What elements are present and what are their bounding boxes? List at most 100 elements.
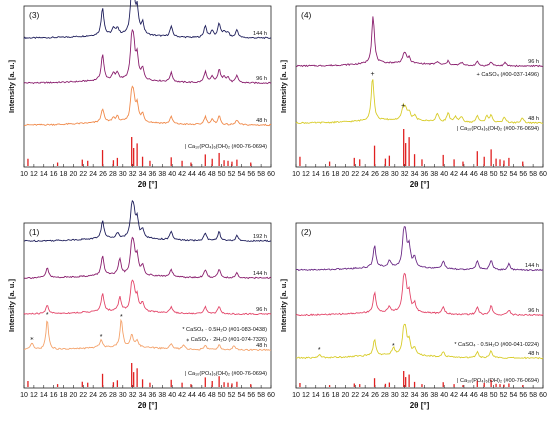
x-tick-label: 56 [247, 392, 255, 399]
series-label: 96 h [528, 308, 539, 314]
phase-legend-text: * CaSO₄ · 0.5H₂O (#00-041-0224) [454, 342, 539, 348]
x-tick-label: 40 [168, 171, 176, 178]
x-tick-label: 54 [237, 392, 245, 399]
x-tick-label: 44 [460, 171, 468, 178]
peak-marker: * [318, 347, 321, 354]
x-tick-label: 38 [430, 392, 438, 399]
series-label: 48 h [528, 351, 539, 357]
x-tick-label: 24 [89, 392, 97, 399]
series-label: 144 h [253, 271, 267, 277]
x-tick-label: 30 [119, 171, 127, 178]
phase-legend-text: ⁎ CaSO₄ · 2H₂O (#01-074-7326) [186, 337, 267, 343]
x-tick-label: 22 [351, 392, 359, 399]
series-line [24, 318, 272, 352]
x-tick-label: 44 [188, 171, 196, 178]
x-tick-label: 54 [509, 171, 517, 178]
x-tick-label: 42 [178, 392, 186, 399]
x-tick-label: 60 [539, 392, 547, 399]
x-tick-label: 58 [529, 171, 537, 178]
series-line [24, 199, 272, 243]
x-tick-label: 42 [450, 392, 458, 399]
x-tick-label: 32 [129, 392, 137, 399]
x-tick-label: 14 [40, 392, 48, 399]
x-tick-label: 58 [529, 392, 537, 399]
x-tick-label: 34 [139, 171, 147, 178]
y-axis-label: Intensity [a. u.] [7, 60, 16, 113]
y-axis-label: Intensity [a. u.] [279, 60, 288, 113]
series-label: 96 h [256, 76, 267, 82]
x-tick-label: 36 [421, 171, 429, 178]
series-label: 48 h [528, 116, 539, 122]
x-tick-label: 16 [322, 171, 330, 178]
x-tick-label: 60 [267, 392, 275, 399]
reference-label: | Ca₁₀(PO₄)₆(OH)₂ (#00-76-0694) [185, 144, 267, 150]
x-tick-label: 22 [79, 171, 87, 178]
x-tick-label: 30 [391, 171, 399, 178]
x-tick-label: 26 [371, 392, 379, 399]
x-tick-label: 10 [20, 171, 28, 178]
x-tick-label: 28 [381, 392, 389, 399]
x-tick-label: 36 [421, 392, 429, 399]
x-tick-label: 18 [60, 171, 68, 178]
reference-label: | Ca₁₀(PO₄)₆(OH)₂ (#00-76-0694) [185, 371, 267, 377]
x-tick-label: 58 [257, 392, 265, 399]
x-tick-label: 52 [500, 392, 508, 399]
x-tick-label: 54 [237, 171, 245, 178]
panel-label: (2) [301, 227, 312, 237]
panel-label: (4) [301, 10, 312, 20]
x-axis-label: 2θ [°] [410, 180, 430, 189]
x-tick-label: 32 [401, 171, 409, 178]
x-tick-label: 60 [267, 171, 275, 178]
x-tick-label: 34 [411, 171, 419, 178]
x-tick-label: 44 [188, 392, 196, 399]
x-tick-label: 46 [470, 171, 478, 178]
x-tick-label: 28 [381, 171, 389, 178]
x-tick-label: 38 [158, 392, 166, 399]
x-tick-label: 24 [361, 392, 369, 399]
x-tick-label: 48 [208, 392, 216, 399]
x-tick-label: 26 [99, 392, 107, 399]
x-tick-label: 56 [519, 392, 527, 399]
series-label: 144 h [253, 31, 267, 37]
x-tick-label: 48 [480, 392, 488, 399]
x-tick-label: 14 [312, 171, 320, 178]
x-tick-label: 28 [109, 392, 117, 399]
plot-frame [23, 222, 272, 389]
x-tick-label: 50 [218, 392, 226, 399]
x-tick-label: 52 [228, 392, 236, 399]
x-tick-label: 46 [198, 171, 206, 178]
x-tick-label: 56 [247, 171, 255, 178]
x-tick-label: 42 [450, 171, 458, 178]
x-tick-label: 50 [490, 392, 498, 399]
series-label: 96 h [256, 307, 267, 313]
peak-marker: * [46, 312, 49, 319]
x-tick-label: 20 [70, 171, 78, 178]
x-tick-label: 20 [70, 392, 78, 399]
series-line [23, 236, 272, 280]
plot-frame [23, 5, 272, 168]
phase-legend-text: + CaSO₄ (#00-037-1496) [477, 72, 540, 78]
y-axis-label: Intensity [a. u.] [7, 279, 16, 332]
peak-marker: * [120, 314, 123, 321]
y-axis-label: Intensity [a. u.] [279, 279, 288, 332]
series-line [295, 226, 544, 272]
x-tick-label: 32 [401, 392, 409, 399]
x-tick-label: 28 [109, 171, 117, 178]
x-tick-label: 26 [371, 171, 379, 178]
x-tick-label: 38 [158, 171, 166, 178]
x-tick-label: 40 [440, 171, 448, 178]
phase-legend-text: * CaSO₄ · 0.5H₂O (#01-083-0438) [182, 327, 267, 333]
x-tick-label: 44 [460, 392, 468, 399]
peak-marker: * [392, 343, 395, 350]
x-tick-label: 10 [292, 171, 300, 178]
series-label: 96 h [528, 59, 539, 65]
x-tick-label: 36 [149, 392, 157, 399]
x-tick-label: 58 [257, 171, 265, 178]
series-line [295, 16, 544, 68]
x-tick-label: 46 [470, 392, 478, 399]
x-tick-label: 48 [480, 171, 488, 178]
peak-marker: + [401, 103, 405, 110]
series-line [23, 85, 272, 127]
x-tick-label: 24 [89, 171, 97, 178]
